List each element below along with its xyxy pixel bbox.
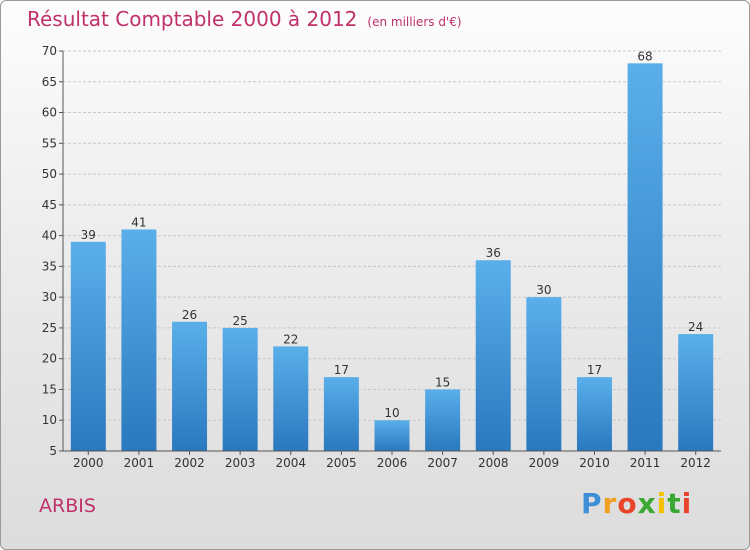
y-tick-label: 25 [42, 321, 57, 335]
x-tick-label: 2006 [377, 456, 408, 470]
logo-letter: r [602, 487, 618, 520]
y-tick-label: 5 [49, 444, 57, 458]
chart-title: Résultat Comptable 2000 à 2012 [27, 7, 358, 31]
y-tick-label: 45 [42, 198, 57, 212]
logo-letter: x [637, 487, 657, 520]
y-tick-label: 20 [42, 352, 57, 366]
bars: 39 41 26 25 22 17 10 15 36 30 17 68 24 [70, 49, 714, 452]
y-tick-label: 30 [42, 290, 57, 304]
logo-letter: P [581, 487, 603, 520]
bar [475, 260, 511, 451]
data-label: 25 [233, 314, 248, 328]
grid-lines [63, 50, 721, 452]
data-label: 10 [384, 406, 399, 420]
chart-subtitle: (en milliers d'€) [367, 15, 462, 29]
bar [121, 229, 157, 451]
bar [172, 321, 208, 451]
bar [425, 389, 461, 451]
x-tick-label: 2004 [275, 456, 306, 470]
logo-letter: t [667, 487, 682, 520]
data-label: 30 [536, 283, 551, 297]
y-tick-label: 15 [42, 382, 57, 396]
logo-letter: i [656, 487, 668, 520]
bar [678, 334, 714, 451]
y-tick-label: 70 [42, 44, 57, 58]
y-tick-label: 10 [42, 413, 57, 427]
bar [70, 241, 106, 451]
bar [627, 63, 663, 452]
data-label: 24 [688, 320, 703, 334]
bar [273, 346, 309, 451]
bar [222, 327, 258, 451]
data-label: 68 [637, 49, 652, 63]
x-tick-label: 2007 [427, 456, 458, 470]
x-tick-label: 2002 [174, 456, 205, 470]
bar [576, 377, 612, 451]
data-label: 41 [131, 215, 146, 229]
bar [374, 420, 410, 451]
proxiti-logo: Proxiti [581, 487, 692, 520]
town-name: ARBIS [39, 495, 96, 517]
data-label: 17 [587, 363, 602, 377]
x-tick-label: 2003 [225, 456, 256, 470]
data-label: 39 [81, 228, 96, 242]
x-tick-label: 2000 [73, 456, 104, 470]
y-tick-label: 55 [42, 136, 57, 150]
x-axis: 2000 2001 2002 2003 2004 2005 2006 2007 2008 2009… [63, 450, 721, 470]
x-tick-label: 2008 [478, 456, 509, 470]
bar [323, 377, 359, 451]
chart-title-block: Résultat Comptable 2000 à 2012 (en millie… [27, 7, 462, 31]
x-tick-label: 2001 [124, 456, 155, 470]
y-tick-label: 50 [42, 167, 57, 181]
bar [526, 297, 562, 451]
y-tick-label: 60 [42, 106, 57, 120]
logo-letter: i [681, 487, 693, 520]
y-tick-label: 35 [42, 259, 57, 273]
data-label: 15 [435, 375, 450, 389]
x-tick-label: 2012 [680, 456, 711, 470]
logo-letter: o [617, 487, 638, 520]
y-axis: 5 10 15 20 25 30 35 40 45 50 55 60 65 70 [42, 44, 64, 458]
y-tick-label: 40 [42, 229, 57, 243]
data-label: 22 [283, 332, 298, 346]
y-tick-label: 65 [42, 75, 57, 89]
data-label: 17 [334, 363, 349, 377]
x-tick-label: 2005 [326, 456, 357, 470]
x-tick-label: 2009 [529, 456, 560, 470]
data-label: 26 [182, 308, 197, 322]
x-tick-label: 2010 [579, 456, 610, 470]
data-label: 36 [486, 246, 501, 260]
x-tick-label: 2011 [630, 456, 661, 470]
